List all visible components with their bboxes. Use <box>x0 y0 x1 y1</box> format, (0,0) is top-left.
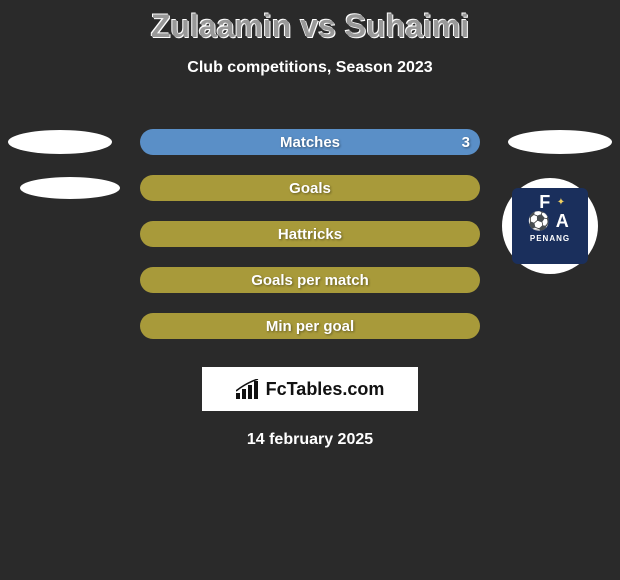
stat-pill: Matches 3 <box>140 129 480 155</box>
stat-pill: Goals <box>140 175 480 201</box>
stat-pill: Goals per match <box>140 267 480 293</box>
subtitle: Club competitions, Season 2023 <box>0 59 620 77</box>
brand-logo: FcTables.com <box>202 367 418 411</box>
badge-letter: F <box>535 192 555 213</box>
date-text: 14 february 2025 <box>0 431 620 449</box>
stat-row-matches: Matches 3 <box>0 119 620 165</box>
left-ellipse-icon <box>8 130 112 154</box>
stat-pill: Hattricks <box>140 221 480 247</box>
left-ellipse-icon <box>20 177 120 199</box>
stat-label: Goals <box>289 180 331 197</box>
chart-bars-icon <box>236 379 262 399</box>
brand-text: FcTables.com <box>266 379 385 400</box>
team-badge: F ✦ ⚽ A PENANG <box>502 178 598 274</box>
stat-pill: Min per goal <box>140 313 480 339</box>
stat-value-right: 3 <box>462 134 470 151</box>
badge-letter: A <box>552 211 572 232</box>
stat-label: Goals per match <box>251 272 369 289</box>
stat-label: Matches <box>280 134 340 151</box>
soccer-ball-icon: ⚽ <box>528 211 550 232</box>
page-title: Zulaamin vs Suhaimi <box>0 0 620 45</box>
stat-label: Hattricks <box>278 226 342 243</box>
right-ellipse-icon <box>508 130 612 154</box>
stat-label: Min per goal <box>266 318 354 335</box>
badge-star-icon: ✦ <box>557 197 565 208</box>
badge-text: PENANG <box>530 234 570 243</box>
stat-row-mpg: Min per goal <box>0 303 620 349</box>
badge-shield-icon: F ✦ ⚽ A PENANG <box>512 188 588 264</box>
